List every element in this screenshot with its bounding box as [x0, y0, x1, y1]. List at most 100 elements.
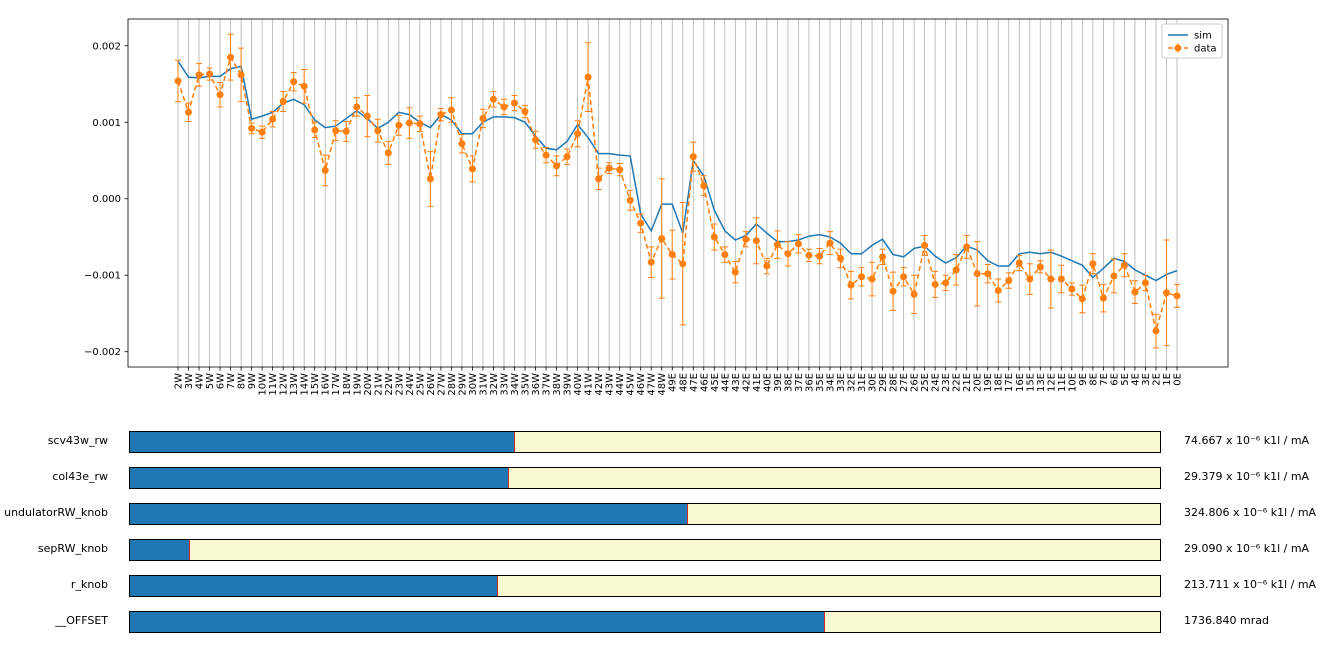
data-point	[500, 103, 508, 111]
y-tick-label: 0.002	[92, 41, 121, 52]
x-tick-label: 17E	[1004, 373, 1015, 392]
x-tick-label: 32W	[489, 373, 500, 396]
data-point	[363, 112, 371, 120]
slider-value: 213.711 x 10⁻⁶ k1l / mA	[1184, 578, 1317, 591]
x-tick-label: 10W	[258, 373, 269, 396]
data-point	[1078, 295, 1086, 303]
data-point	[1057, 275, 1065, 283]
data-point	[395, 121, 403, 129]
slider-label: __OFFSET	[55, 614, 108, 627]
sim-line	[177, 60, 1178, 282]
slider-track[interactable]	[129, 539, 1161, 561]
data-point	[290, 78, 298, 86]
x-tick-label: 26W	[426, 373, 437, 396]
x-tick-label: 9E	[1078, 373, 1089, 386]
x-tick-label: 0E	[1173, 373, 1184, 386]
x-tick-label: 34E	[825, 373, 836, 392]
data-point	[773, 241, 781, 249]
x-tick-label: 25W	[415, 373, 426, 396]
data-point	[700, 182, 708, 190]
data-point	[742, 235, 750, 243]
x-tick-label: 19E	[983, 373, 994, 392]
data-point	[353, 103, 361, 111]
data-point	[227, 53, 235, 61]
x-tick-label: 42W	[594, 373, 605, 396]
x-tick-label: 48W	[657, 373, 668, 396]
x-tick-label: 36E	[804, 373, 815, 392]
data-point	[1152, 327, 1160, 335]
data-point	[1036, 263, 1044, 271]
data-point	[658, 235, 666, 243]
data-point	[479, 114, 487, 122]
x-tick-label: 29E	[878, 373, 889, 392]
x-tick-label: 40W	[573, 373, 584, 396]
x-tick-label: 40E	[762, 373, 773, 392]
x-tick-label: 41W	[584, 373, 595, 396]
data-point	[647, 258, 655, 266]
data-point	[721, 251, 729, 259]
slider-track[interactable]	[129, 503, 1161, 525]
x-tick-label: 22E	[952, 373, 963, 392]
slider-track[interactable]	[129, 467, 1161, 489]
x-tick-label: 3W	[184, 373, 195, 389]
x-tick-label: 11W	[268, 373, 279, 396]
data-point	[521, 108, 529, 116]
data-point	[258, 128, 266, 136]
x-tick-label: 30E	[868, 373, 879, 392]
x-tick-label: 8E	[1088, 373, 1099, 386]
data-point	[511, 99, 519, 107]
x-tick-label: 13E	[1036, 373, 1047, 392]
data-point	[1089, 260, 1097, 268]
data-point	[942, 279, 950, 287]
x-tick-label: 7W	[226, 373, 237, 389]
x-tick-label: 5E	[1120, 373, 1131, 386]
data-point	[994, 287, 1002, 295]
data-point	[910, 290, 918, 298]
slider-fill	[130, 540, 190, 560]
slider-value: 74.667 x 10⁻⁶ k1l / mA	[1184, 434, 1310, 447]
x-tick-label: 29W	[457, 373, 468, 396]
data-point	[1141, 279, 1149, 287]
x-tick-label: 15W	[310, 373, 321, 396]
x-tick-label: 15E	[1025, 373, 1036, 392]
legend-label: sim	[1194, 31, 1212, 42]
data-point	[311, 126, 319, 134]
slider-track[interactable]	[129, 575, 1161, 597]
x-tick-label: 23W	[394, 373, 405, 396]
x-tick-label: 9W	[247, 373, 258, 389]
slider-fill	[130, 576, 498, 596]
data-point	[248, 124, 256, 132]
x-tick-label: 46E	[699, 373, 710, 392]
x-tick-label: 30W	[468, 373, 479, 396]
data-point	[1162, 289, 1170, 297]
x-tick-label: 28E	[889, 373, 900, 392]
data-point	[710, 233, 718, 241]
data-point	[794, 240, 802, 248]
data-point	[489, 95, 497, 103]
slider-row: col43e_rw 29.379 x 10⁻⁶ k1l / mA	[0, 467, 1329, 489]
data-point	[836, 254, 844, 262]
data-point	[889, 287, 897, 295]
slider-track[interactable]	[129, 431, 1161, 453]
chart: 2W 3W 4W 5W 6W 7W 8W 9W 10W 11W 12W 13W 14W 15W 16W 17W…	[84, 18, 1229, 396]
data-point	[921, 241, 929, 249]
data-point	[300, 82, 308, 90]
x-tick-label: 45W	[626, 373, 637, 396]
data-point	[626, 196, 634, 204]
y-tick-label: 0.000	[92, 194, 121, 205]
data-point	[952, 266, 960, 274]
x-tick-label: 47W	[647, 373, 658, 396]
x-tick-label: 27E	[899, 373, 910, 392]
data-point	[384, 149, 392, 157]
x-tick-label: 1E	[1162, 373, 1173, 386]
data-point	[984, 270, 992, 278]
x-tick-label: 48E	[678, 373, 689, 392]
data-point	[206, 70, 214, 78]
slider-label: r_knob	[70, 578, 108, 591]
x-tick-label: 45E	[710, 373, 721, 392]
data-point	[416, 120, 424, 128]
data-point	[332, 127, 340, 135]
x-tick-label: 4W	[195, 373, 206, 389]
data-point	[679, 260, 687, 268]
slider-track[interactable]	[129, 611, 1161, 633]
